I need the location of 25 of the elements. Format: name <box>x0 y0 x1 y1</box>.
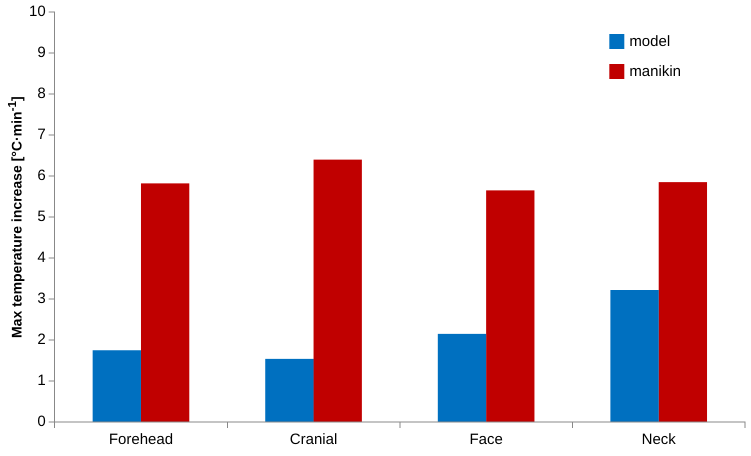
bar <box>314 160 362 422</box>
y-tick-label: 0 <box>37 413 46 430</box>
y-tick-label: 3 <box>37 290 46 308</box>
x-tick-label: Forehead <box>108 431 174 448</box>
y-tick-label: 4 <box>37 249 46 266</box>
y-tick-label: 9 <box>37 44 46 62</box>
bar <box>265 358 314 422</box>
y-tick-label: 7 <box>37 126 46 144</box>
y-tick-label: 1 <box>37 372 46 390</box>
y-tick-label: 5 <box>37 208 46 226</box>
legend-label: manikin <box>629 63 681 80</box>
legend-label: model <box>629 33 670 50</box>
bar <box>610 290 659 422</box>
y-tick-label: 10 <box>28 3 46 20</box>
x-tick-label: Cranial <box>290 431 338 448</box>
bar <box>438 334 486 422</box>
x-tick-label: Neck <box>642 431 676 448</box>
y-tick-label: 6 <box>37 167 46 184</box>
bar <box>140 183 190 422</box>
bar <box>658 182 708 422</box>
y-tick-label: 8 <box>37 85 46 102</box>
bar <box>92 350 141 422</box>
bar <box>486 190 534 422</box>
y-tick-label: 2 <box>37 331 46 348</box>
x-tick-label: Face <box>469 431 503 448</box>
